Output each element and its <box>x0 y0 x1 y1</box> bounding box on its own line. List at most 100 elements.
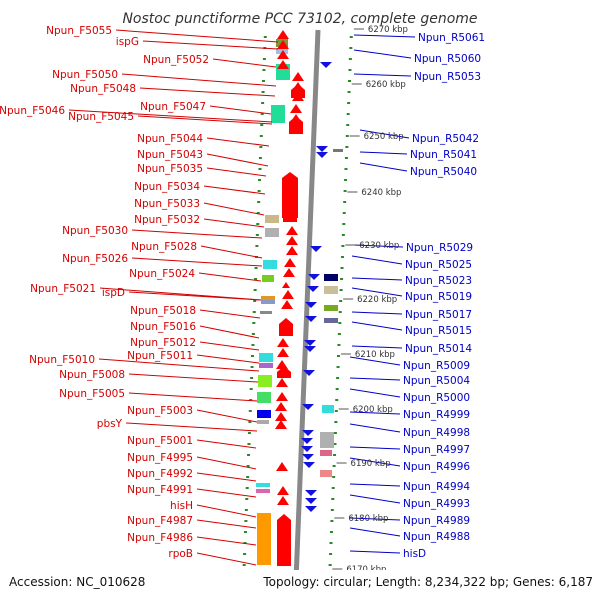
leader-line-left <box>128 291 262 301</box>
tick-mark-left <box>257 190 261 192</box>
tick-mark-right <box>331 487 335 489</box>
leader-line-left <box>139 87 276 97</box>
gene-box <box>259 353 273 362</box>
reverse-gene-arrow <box>304 340 316 346</box>
tick-mark-left <box>259 135 263 137</box>
reverse-gene-label: Npun_R5041 <box>410 149 477 161</box>
forward-gene-label: Npun_F5011 <box>127 350 193 362</box>
tick-mark-left <box>258 157 262 159</box>
kbp-label: 6250 kbp <box>364 132 404 142</box>
leader-line-right <box>349 517 401 521</box>
leader-line-left <box>137 115 273 125</box>
tick-mark-left <box>256 212 260 214</box>
forward-gene-label: Npun_F4995 <box>127 452 193 464</box>
gene-box <box>256 483 270 487</box>
reverse-gene-label: Npun_R5025 <box>405 259 472 271</box>
forward-gene-arrow <box>284 258 296 267</box>
gene-box <box>257 392 271 403</box>
tick-mark-left <box>252 311 256 313</box>
tick-mark-left <box>262 80 265 82</box>
reverse-gene-arrow <box>301 446 313 452</box>
tick-mark-left <box>260 113 264 115</box>
reverse-gene-label: Npun_R5009 <box>403 360 470 372</box>
forward-gene-label: Npun_F5046 <box>0 105 65 117</box>
forward-gene-arrow <box>277 40 289 49</box>
tick-mark-right <box>336 377 340 379</box>
kbp-label: 6240 kbp <box>361 188 401 198</box>
tick-mark-left <box>254 267 258 269</box>
kbp-scale-labels: 6270 kbp 6260 kbp 6250 kbp 6240 kbp 6230 kbp… <box>332 25 408 575</box>
forward-gene-label: Npun_F5033 <box>134 198 200 210</box>
tick-mark-right <box>333 432 337 434</box>
forward-gene-labels: Npun_F5055 ispG Npun_F5052 Npun_F5050 Npun_F… <box>0 25 209 591</box>
reverse-gene-arrow <box>301 438 313 444</box>
gene-box <box>324 286 338 294</box>
reverse-gene-label: Npun_R5015 <box>405 325 472 337</box>
tick-mark-right <box>341 245 345 247</box>
forward-gene-label: Npun_F5018 <box>130 305 196 317</box>
tick-mark-left <box>248 421 252 423</box>
leader-line-right <box>349 377 401 381</box>
leader-line-right <box>359 129 410 139</box>
kbp-label: 6270 kbp <box>368 25 408 35</box>
forward-gene-arrow <box>290 104 302 113</box>
reverse-gene-arrow <box>305 316 317 322</box>
tick-mark-left <box>256 223 260 225</box>
tick-mark-left <box>263 36 267 38</box>
tick-mark-left <box>249 399 253 401</box>
leader-line-right <box>353 34 416 38</box>
leader-line-left <box>196 472 257 482</box>
forward-gene-arrow <box>276 378 288 387</box>
leader-line-right <box>351 311 403 315</box>
reverse-gene-label: Npun_R4993 <box>403 498 470 510</box>
gene-box <box>257 420 269 424</box>
tick-mark-right <box>343 201 347 203</box>
reverse-gene-label: Npun_R4988 <box>403 531 470 543</box>
forward-gene-arrow <box>286 226 298 235</box>
forward-gene-arrow <box>282 290 294 299</box>
tick-mark-right <box>330 509 334 511</box>
tick-mark-right <box>335 399 339 401</box>
tick-mark-right <box>342 223 346 225</box>
forward-gene-label: Npun_F5048 <box>70 83 136 95</box>
forward-gene-label: Npun_F5012 <box>130 337 196 349</box>
reverse-gene-label: Npun_R5061 <box>418 32 485 44</box>
accession-text: Accession: NC_010628 <box>9 575 145 589</box>
leader-line-left <box>209 105 272 115</box>
gene-box <box>324 274 338 281</box>
leader-line-left <box>128 392 258 402</box>
tick-mark-left <box>255 234 259 236</box>
gene-box <box>262 275 274 282</box>
tick-mark-right <box>331 498 335 500</box>
gene-boxes <box>256 39 338 565</box>
tick-mark-right <box>329 542 333 544</box>
leader-line-right <box>353 73 412 77</box>
forward-gene-label: Npun_F5047 <box>140 101 206 113</box>
reverse-gene-label: Npun_R5017 <box>405 309 472 321</box>
gene-box <box>258 375 272 387</box>
reverse-gene-label: Npun_R5060 <box>414 53 481 65</box>
forward-gene-block <box>277 514 291 566</box>
leader-line-left <box>196 504 257 518</box>
leader-line-right <box>359 162 408 172</box>
leader-line-left <box>196 456 257 470</box>
tick-mark-right <box>342 212 346 214</box>
tick-mark-left <box>261 102 265 104</box>
forward-gene-arrow <box>277 348 289 357</box>
tick-mark-right <box>329 553 333 555</box>
leader-line-left <box>196 536 257 546</box>
gene-box <box>276 48 288 54</box>
tick-mark-left <box>245 498 249 500</box>
leader-line-right <box>349 423 401 433</box>
tick-mark-right <box>347 91 351 93</box>
reverse-gene-arrow <box>307 286 319 292</box>
reverse-gene-arrow <box>305 490 317 496</box>
gene-box <box>260 311 272 314</box>
tick-mark-right <box>348 69 352 71</box>
forward-gene-label: Npun_F5035 <box>137 163 203 175</box>
tick-mark-right <box>334 421 338 423</box>
forward-gene-label: Npun_F5050 <box>52 69 118 81</box>
kbp-label: 6190 kbp <box>351 459 391 469</box>
tick-mark-right <box>333 454 337 456</box>
reverse-gene-arrow <box>316 146 328 152</box>
